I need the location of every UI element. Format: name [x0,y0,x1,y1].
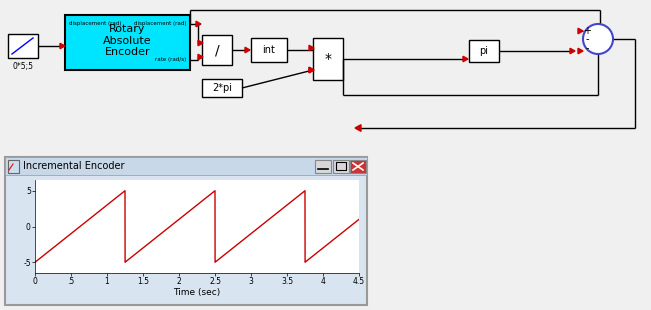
Bar [251,38,287,62]
Polygon shape [309,67,314,73]
Bar [8,160,19,173]
Text: /: / [215,43,219,57]
Text: -: - [585,43,589,53]
Text: Incremental Encoder: Incremental Encoder [23,161,124,171]
Polygon shape [570,48,575,54]
Bar [202,35,232,65]
Polygon shape [309,45,314,51]
Polygon shape [355,125,361,131]
Bar [202,79,242,97]
Bar [65,15,190,70]
Text: displacement (rad): displacement (rad) [69,21,122,26]
Polygon shape [198,40,203,46]
Text: 2*pi: 2*pi [212,83,232,93]
Text: rate (rad/s): rate (rad/s) [155,57,186,63]
Polygon shape [245,47,250,53]
Text: *: * [324,52,331,66]
Polygon shape [60,43,65,49]
Polygon shape [309,67,314,73]
Bar [315,160,331,173]
Text: displacement (rad): displacement (rad) [133,21,186,26]
Bar [469,40,499,62]
X-axis label: Time (sec): Time (sec) [173,288,221,297]
Polygon shape [196,21,201,27]
Polygon shape [578,48,583,54]
Text: 0*5;5: 0*5;5 [12,62,33,71]
Text: int: int [262,45,275,55]
Text: +: + [583,26,591,36]
Text: pi: pi [480,46,488,56]
Bar [5,157,367,175]
Bar [336,162,346,170]
Bar [5,157,367,305]
Bar [313,38,343,80]
Bar [8,34,38,58]
Polygon shape [198,54,203,60]
Polygon shape [463,56,468,62]
Polygon shape [578,28,583,34]
Text: -: - [585,34,589,44]
Bar [333,160,349,173]
Circle shape [583,24,613,54]
Bar [350,160,366,173]
Text: Rotary
Absolute
Encoder: Rotary Absolute Encoder [104,24,152,57]
